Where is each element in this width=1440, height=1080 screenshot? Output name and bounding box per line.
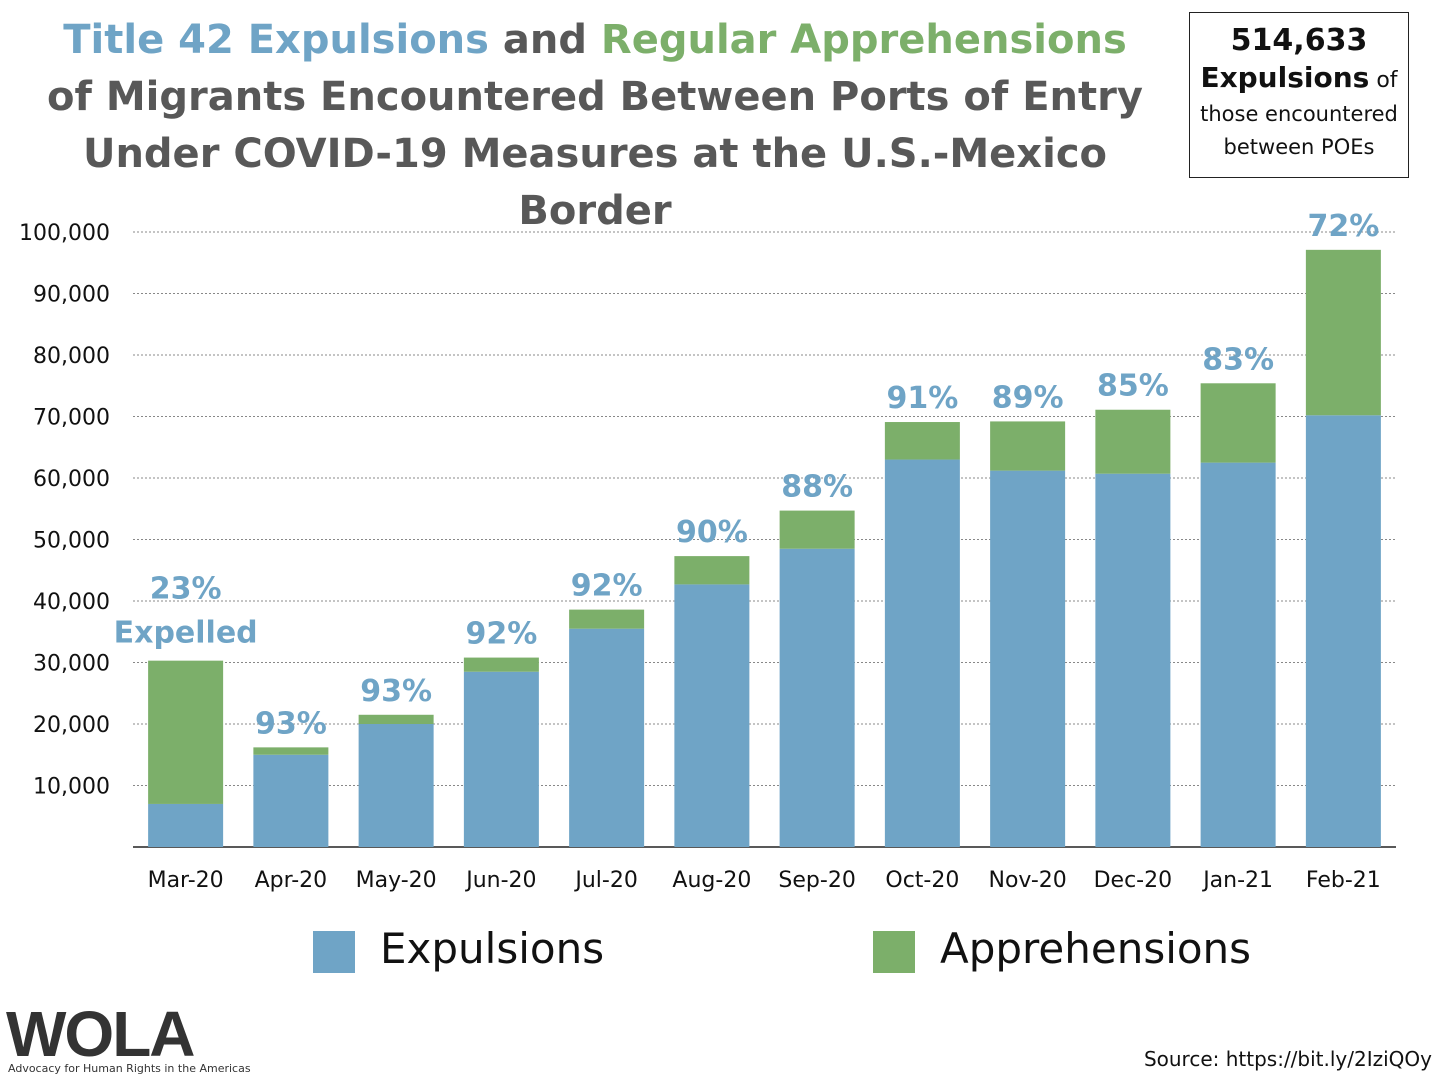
bar-apprehensions [148,660,224,804]
logo-text: WOLA [6,1000,194,1062]
x-tick-label: Nov-20 [988,868,1066,893]
callout-of: of [1369,68,1398,93]
bar-apprehensions [1305,249,1381,416]
bar-apprehensions [779,510,855,549]
bar-apprehensions [884,422,960,460]
title-rest: of Migrants Encountered Between Ports of… [47,74,1143,234]
bar-expulsions [148,803,224,847]
legend-label-expulsions: Expulsions [380,924,605,973]
title-apprehensions: Regular Apprehensions [600,17,1127,63]
bar-pct-label: 91% [886,381,958,416]
bar-expulsions [990,470,1066,847]
y-tick-label: 40,000 [33,590,110,615]
y-tick-label: 70,000 [33,406,110,431]
bar-pct-label: 92% [571,569,643,604]
bar-pct-label: 93% [255,706,327,741]
stacked-bar-chart: 10,000 20,000 30,000 40,000 50,000 60,000 70,0… [19,209,1396,893]
bar-pct-label: 92% [465,617,537,652]
x-tick-label: Mar-20 [148,868,224,893]
legend-swatch-apprehensions [873,931,915,973]
title-and: and [488,17,601,63]
x-tick-label: May-20 [356,868,437,893]
bar-apprehensions [358,714,434,724]
bar-expulsions [569,628,645,847]
y-tick-label: 10,000 [33,775,110,800]
bar-apprehensions [674,556,750,585]
bar-expulsions [463,671,539,847]
logo-tagline: Advocacy for Human Rights in the America… [8,1062,251,1075]
bar-apprehensions [1200,383,1276,463]
bar-pct-label: 72% [1307,209,1379,244]
bar-pct-label: 23% [150,572,222,607]
y-tick-label: 90,000 [33,283,110,308]
bar-expulsions [674,584,750,847]
total-expulsions-callout: 514,633 Expulsions of those encountered … [1189,12,1409,178]
bar-apprehensions [253,747,329,755]
title-expulsions: Title 42 Expulsions [63,17,489,63]
bar-note-expelled: Expelled [114,616,258,651]
bar-pct-label: 89% [992,380,1064,415]
x-tick-label: Sep-20 [778,868,855,893]
bar-pct-label: 90% [676,515,748,550]
x-tick-label: Aug-20 [672,868,751,893]
y-tick-label: 60,000 [33,467,110,492]
y-tick-label: 30,000 [33,652,110,677]
x-tick-label: Apr-20 [255,868,328,893]
bar-pct-label: 88% [781,470,853,505]
bar-apprehensions [569,609,645,629]
callout-line3: those encountered [1200,102,1398,126]
x-tick-label: Jun-20 [464,868,536,893]
y-tick-label: 100,000 [19,221,110,246]
bar-expulsions [1200,462,1276,847]
x-tick-label: Feb-21 [1306,868,1381,893]
bar-expulsions [779,548,855,847]
bar-pct-label: 93% [360,674,432,709]
y-tick-label: 20,000 [33,713,110,738]
legend-label-apprehensions: Apprehensions [940,924,1252,973]
wola-logo: WOLA [6,1000,196,1062]
y-tick-label: 80,000 [33,344,110,369]
chart-title: Title 42 Expulsions and Regular Apprehen… [40,12,1150,240]
source-note: Source: https://bit.ly/2IziQOy [1143,1047,1432,1071]
bar-expulsions [1305,415,1381,847]
bar-expulsions [253,754,329,847]
callout-number: 514,633 [1230,23,1368,58]
x-tick-label: Jul-20 [573,868,637,893]
bar-pct-label: 85% [1097,369,1169,404]
x-tick-label: Jan-21 [1201,868,1273,893]
bar-pct-label: 83% [1202,342,1274,377]
callout-line4: between POEs [1223,135,1375,159]
bar-apprehensions [990,421,1066,471]
x-tick-label: Dec-20 [1094,868,1173,893]
legend-swatch-expulsions [313,931,355,973]
x-tick-label: Oct-20 [885,868,959,893]
bar-expulsions [358,724,434,847]
bar-expulsions [1095,473,1171,847]
bar-apprehensions [463,657,539,672]
bar-expulsions [884,459,960,847]
bar-apprehensions [1095,409,1171,474]
y-tick-label: 50,000 [33,529,110,554]
callout-word: Expulsions [1200,61,1370,94]
